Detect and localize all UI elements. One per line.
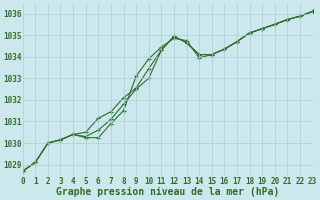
X-axis label: Graphe pression niveau de la mer (hPa): Graphe pression niveau de la mer (hPa)	[56, 187, 279, 197]
